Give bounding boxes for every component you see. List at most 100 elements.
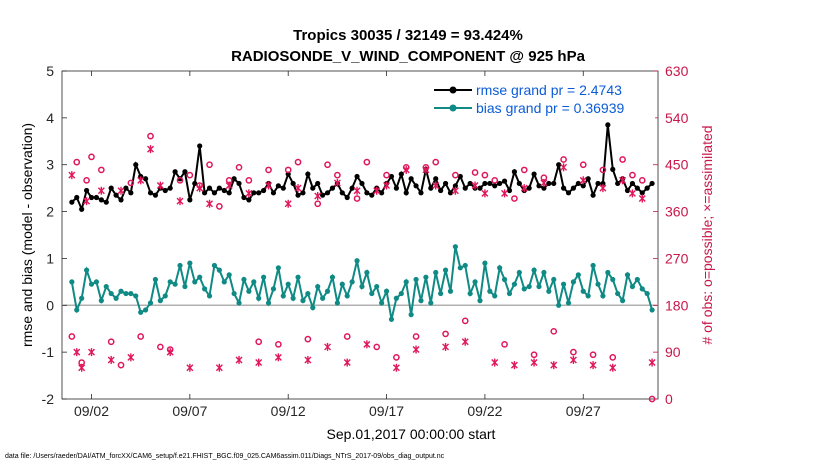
rmse-point bbox=[536, 183, 542, 189]
obs-assimilated-point bbox=[392, 363, 400, 372]
bias-point bbox=[275, 265, 281, 271]
bias-point bbox=[600, 293, 606, 299]
series-layer bbox=[69, 122, 655, 322]
obs-assimilated-point bbox=[422, 165, 430, 174]
rmse-point bbox=[354, 173, 360, 180]
bias-point bbox=[610, 276, 616, 283]
rmse-point bbox=[236, 180, 242, 187]
obs-assimilated-point bbox=[156, 181, 164, 190]
bias-point bbox=[113, 295, 119, 301]
bias-point bbox=[369, 290, 375, 297]
legend-box bbox=[429, 77, 655, 121]
legend-rmse-label: rmse grand pr = 2.4743 bbox=[476, 82, 622, 98]
rmse-point bbox=[305, 171, 311, 177]
rmse-point bbox=[241, 194, 247, 201]
y-right-tick-label: 90 bbox=[665, 344, 681, 360]
bias-point bbox=[152, 276, 159, 283]
bias-point bbox=[246, 288, 252, 294]
obs-possible-point bbox=[579, 161, 587, 169]
obs-possible-point bbox=[294, 158, 302, 166]
footnote: data file: /Users/raeder/DAI/ATM_forcXX/… bbox=[5, 453, 445, 460]
obs-possible-point bbox=[97, 166, 105, 174]
obs-possible-point bbox=[284, 166, 292, 174]
bias-point bbox=[285, 281, 291, 287]
rmse-point bbox=[359, 180, 365, 187]
rmse-point bbox=[624, 187, 631, 194]
obs-possible-point bbox=[216, 203, 223, 210]
rmse-point bbox=[398, 171, 404, 177]
obs-assimilated-point bbox=[196, 184, 204, 193]
bias-point bbox=[265, 300, 272, 306]
obs-layer bbox=[68, 132, 656, 403]
obs-assimilated-point bbox=[235, 355, 243, 364]
rmse-point bbox=[211, 190, 218, 196]
obs-assimilated-point bbox=[127, 353, 135, 362]
bias-point bbox=[118, 288, 124, 294]
bias-point bbox=[472, 279, 478, 285]
y-right-tick-label: 0 bbox=[665, 391, 673, 407]
bias-point bbox=[280, 293, 286, 299]
obs-assimilated-point bbox=[402, 165, 410, 174]
obs-possible-point bbox=[83, 176, 90, 184]
bias-point bbox=[560, 281, 567, 287]
obs-possible-point bbox=[265, 166, 272, 174]
obs-possible-point bbox=[186, 171, 194, 179]
bias-point bbox=[580, 288, 586, 294]
obs-possible-point bbox=[501, 340, 508, 348]
rmse-point bbox=[408, 176, 414, 182]
rmse-point bbox=[585, 176, 591, 182]
bias-point bbox=[172, 281, 178, 287]
obs-possible-point bbox=[137, 333, 145, 340]
obs-assimilated-point bbox=[78, 363, 86, 372]
obs-possible-point bbox=[589, 351, 597, 359]
bias-point bbox=[344, 293, 350, 299]
obs-possible-point bbox=[638, 176, 646, 184]
obs-possible-point bbox=[629, 171, 636, 179]
rmse-point bbox=[546, 180, 552, 187]
rmse-point bbox=[629, 180, 636, 187]
bias-point bbox=[595, 281, 601, 287]
obs-assimilated-point bbox=[491, 358, 499, 367]
rmse-point bbox=[88, 194, 95, 201]
obs-assimilated-point bbox=[265, 181, 273, 190]
bias-point bbox=[501, 276, 508, 283]
obs-possible-point bbox=[107, 338, 115, 346]
x-tick-label: 09/07 bbox=[172, 403, 207, 419]
bias-point bbox=[98, 298, 104, 304]
rmse-point bbox=[497, 180, 503, 187]
rmse-point bbox=[261, 187, 267, 194]
bias-point bbox=[251, 279, 257, 285]
obs-assimilated-point bbox=[501, 189, 509, 198]
rmse-point bbox=[649, 180, 655, 187]
rmse-point bbox=[221, 187, 227, 194]
rmse-point bbox=[565, 190, 572, 196]
bias-point bbox=[492, 293, 498, 299]
rmse-point bbox=[315, 180, 321, 187]
bias-point bbox=[619, 298, 626, 304]
obs-assimilated-point bbox=[333, 178, 341, 187]
legend-bias-marker bbox=[449, 104, 457, 112]
obs-assimilated-point bbox=[147, 145, 155, 154]
bias-point bbox=[324, 288, 331, 294]
rmse-point bbox=[74, 194, 80, 201]
bias-point bbox=[634, 276, 640, 283]
rmse-point bbox=[83, 187, 90, 194]
rmse-point bbox=[369, 192, 375, 198]
obs-possible-point bbox=[363, 158, 371, 166]
bias-point bbox=[423, 274, 429, 280]
rmse-point bbox=[280, 185, 286, 191]
obs-assimilated-point bbox=[294, 184, 302, 193]
y-right-tick-label: 360 bbox=[665, 204, 689, 220]
rmse-point bbox=[128, 190, 134, 196]
obs-assimilated-point bbox=[579, 176, 587, 185]
obs-assimilated-point bbox=[451, 186, 459, 195]
bias-point bbox=[138, 309, 144, 315]
obs-possible-point bbox=[511, 195, 518, 202]
obs-possible-point bbox=[127, 179, 135, 187]
bias-point bbox=[418, 298, 424, 304]
y-right-tick-label: 630 bbox=[665, 63, 689, 79]
obs-possible-point bbox=[432, 158, 440, 166]
bias-point bbox=[467, 290, 473, 297]
rmse-point bbox=[93, 194, 100, 201]
legend-bias-label: bias grand pr = 0.36939 bbox=[476, 100, 624, 116]
